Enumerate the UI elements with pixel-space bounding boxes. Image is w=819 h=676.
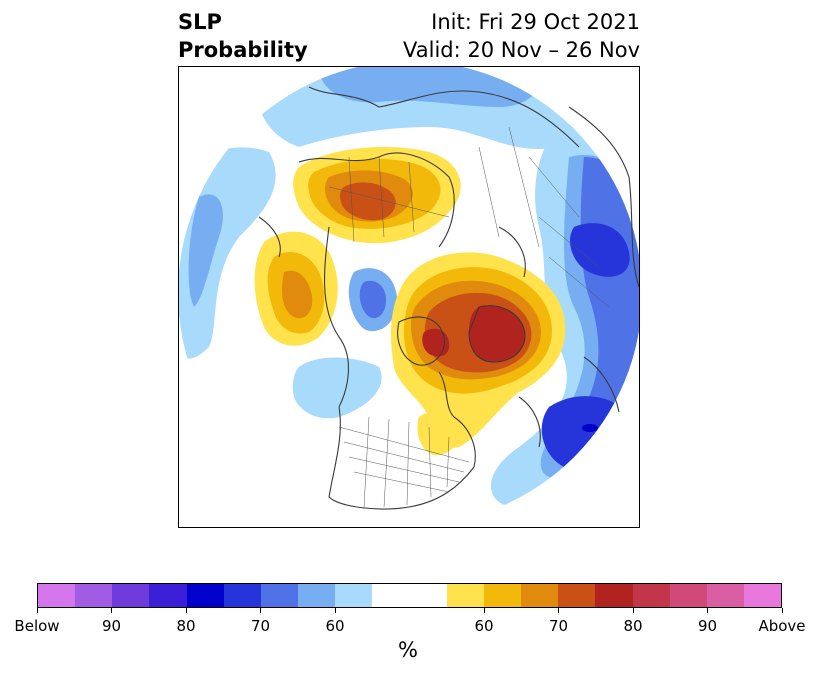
colorbar-segment: [669, 584, 707, 607]
colorbar-tick-label: 90: [697, 617, 718, 635]
political-borders: [328, 126, 610, 508]
colorbar-segment: [75, 584, 113, 607]
colorbar-segment: [38, 584, 76, 607]
blue-west-core: [188, 194, 223, 307]
colorbar-tick: [483, 608, 485, 613]
title-quantity: Probability: [178, 38, 308, 62]
colorbar-tick: [334, 608, 336, 613]
title-variable: SLP: [178, 10, 222, 34]
coastlines: [258, 86, 639, 510]
map-title: SLP Probability: [178, 8, 308, 64]
colorbar-segment: [446, 584, 484, 607]
pos-atlantic-red-west: [422, 328, 450, 357]
valid-range: Valid: 20 Nov – 26 Nov: [403, 38, 640, 62]
colorbar-segment: [706, 584, 744, 607]
blue-east-deep-lower: [541, 396, 630, 469]
colorbar-segment: [298, 584, 336, 607]
colorbar-tick-label: 70: [548, 617, 569, 635]
colorbar-segment: [743, 584, 782, 607]
colorbar-segment: [632, 584, 670, 607]
colorbar-tick: [707, 608, 708, 613]
colorbar-tick-label: 80: [623, 617, 643, 635]
colorbar-tick-label: 60: [325, 617, 345, 635]
init-date: Init: Fri 29 Oct 2021: [431, 10, 640, 34]
colorbar-segment: [149, 584, 187, 607]
colorbar-segment: [409, 584, 447, 607]
colorbar-tick: [260, 608, 261, 613]
colorbar-tick: [185, 608, 187, 613]
map-date-info: Init: Fri 29 Oct 2021 Valid: 20 Nov – 26…: [403, 8, 640, 64]
pos-west-orange: [282, 270, 313, 319]
colorbar-tick-label: Above: [758, 617, 806, 635]
colorbar-segment: [521, 584, 559, 607]
colorbar-segment: [112, 584, 150, 607]
blue-east-deep-upper: [569, 223, 630, 277]
colorbar-tick-label: 80: [176, 617, 196, 635]
blue-east-max: [582, 424, 598, 432]
colorbar-segment: [372, 584, 410, 607]
probability-map: [178, 66, 640, 528]
colorbar-tick: [36, 608, 38, 613]
pos-atlantic-red: [469, 305, 525, 362]
blue-namerica: [292, 357, 382, 419]
colorbar-tick-label: 70: [250, 617, 271, 635]
pos-north-rust: [339, 182, 396, 221]
blue-north-core: [319, 67, 542, 107]
colorbar-tick-label: 90: [101, 617, 122, 635]
colorbar-tick-label: Below: [14, 617, 60, 635]
colorbar-segment: [260, 584, 299, 607]
colorbar-segment: [483, 584, 522, 607]
colorbar-segment: [223, 584, 261, 607]
colorbar-tick-label: 60: [474, 617, 494, 635]
colorbar-segment: [186, 584, 224, 607]
colorbar-tick: [111, 608, 112, 613]
colorbar-tick: [632, 608, 634, 613]
colorbar-unit: %: [398, 638, 418, 662]
blue-central-core: [359, 280, 387, 319]
colorbar-segment: [595, 584, 633, 607]
colorbar: [37, 583, 782, 608]
colorbar-segment: [558, 584, 596, 607]
colorbar-segment: [335, 584, 373, 607]
map-graphic: [179, 67, 639, 525]
colorbar-tick: [558, 608, 559, 613]
colorbar-tick: [781, 608, 783, 613]
